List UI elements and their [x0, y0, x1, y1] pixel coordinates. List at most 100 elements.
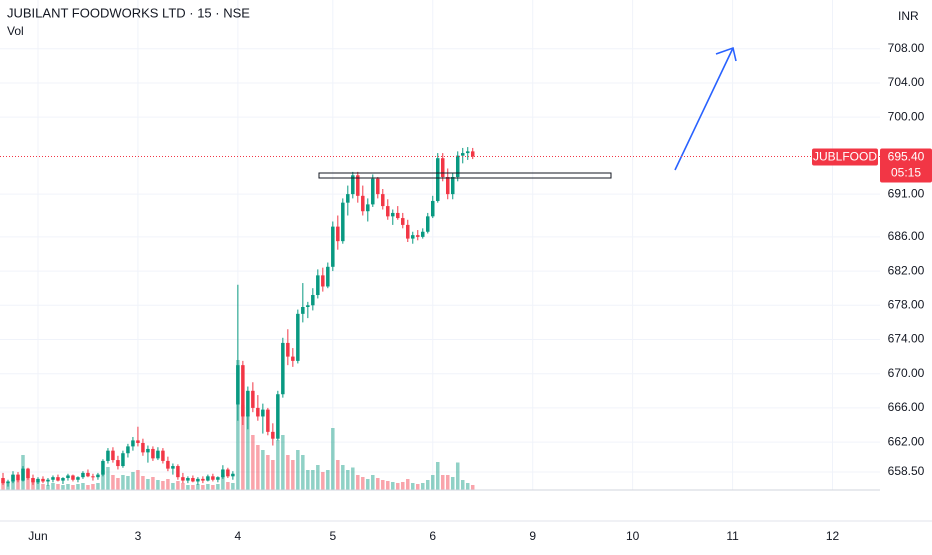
candle-body [166, 460, 170, 469]
volume-bar [36, 482, 40, 490]
volume-bar [286, 455, 290, 490]
y-tick-label: 666.00 [888, 400, 925, 414]
volume-bar [241, 405, 245, 490]
candle-body [46, 479, 50, 482]
volume-bar [396, 483, 400, 490]
candle-body [56, 477, 60, 481]
candle-body [231, 473, 235, 477]
candle-body [406, 224, 410, 239]
volume-bar [141, 476, 145, 490]
y-tick-label: 670.00 [888, 366, 925, 380]
candle-body [436, 158, 440, 201]
candle-body [266, 409, 270, 432]
volume-bar [236, 360, 240, 490]
candle-body [71, 475, 75, 480]
candle-body [111, 450, 115, 461]
candle-body [455, 155, 460, 178]
candle-body [216, 477, 220, 480]
volume-bar [76, 484, 80, 490]
candle-body [236, 365, 240, 405]
volume-bar [231, 483, 235, 490]
candle-body [391, 212, 395, 217]
volume-bar [86, 485, 90, 490]
x-tick-label: Jun [28, 529, 47, 543]
volume-bar [406, 479, 410, 490]
x-tick-label: 10 [626, 529, 640, 543]
volume-bar [301, 455, 305, 490]
volume-bar [26, 470, 30, 490]
candle-body [321, 275, 325, 287]
volume-bar [156, 480, 160, 490]
volume-bar [460, 480, 465, 490]
volume-bar [216, 484, 220, 490]
candle-body [396, 212, 400, 219]
candle-body [161, 450, 165, 461]
volume-bar [470, 485, 475, 490]
overlay: 708.00 704.00 700.00 691.00 686.00 682.00 678.… [0, 41, 932, 543]
candle-body [1, 478, 5, 484]
volume-bar [41, 484, 45, 490]
candle-body [211, 476, 215, 480]
grid [0, 0, 880, 490]
volume-bar [431, 475, 435, 490]
candle-body [51, 477, 55, 480]
candle-body [426, 216, 430, 232]
candle-body [421, 231, 425, 237]
candle-body [296, 313, 300, 361]
candle-body [36, 478, 40, 483]
candle-body [361, 195, 365, 212]
volume-bar [221, 475, 225, 490]
volume-bar [316, 465, 320, 490]
x-tick-label: 11 [726, 529, 739, 543]
candle-body [445, 177, 450, 195]
volume-bar [326, 470, 330, 490]
volume-bar [261, 450, 265, 490]
volume-bar [136, 470, 140, 490]
candle-body [141, 442, 145, 453]
candle-body [136, 440, 140, 443]
candle-body [246, 390, 250, 417]
x-tick-label: 6 [429, 529, 436, 543]
volume-bar [391, 482, 395, 490]
candle-body [191, 478, 195, 482]
volume-bar [445, 475, 450, 490]
volume-bar [116, 478, 120, 490]
volume-bar [61, 485, 65, 490]
candle-body [336, 226, 340, 242]
candle-body [156, 450, 160, 459]
volume-bar [186, 485, 190, 490]
candle-body [460, 153, 465, 156]
volume-bar [416, 484, 420, 490]
candle-body [450, 177, 455, 195]
volume-bar [46, 485, 50, 490]
candle-body [16, 474, 20, 481]
candle-body [401, 218, 405, 225]
volume-bar [440, 475, 445, 490]
drawing-rectangle [318, 172, 612, 179]
y-tick-label: 686.00 [888, 229, 925, 243]
candle-body [121, 453, 125, 467]
x-tick-label: 5 [329, 529, 336, 543]
y-tick-label: 704.00 [888, 75, 925, 89]
candle-body [41, 478, 45, 482]
volume-bar [356, 475, 360, 490]
candle-body [151, 448, 155, 459]
volume-bar [181, 483, 185, 490]
candle-body [11, 474, 15, 482]
volume-bar [346, 470, 350, 490]
volume-bar [51, 483, 55, 490]
last-price-label: 695.40 [888, 150, 925, 164]
candle-body [331, 226, 335, 267]
candle-body [61, 478, 65, 481]
volume-bar [191, 485, 195, 490]
volume-bar [1, 480, 5, 490]
volume-bar [171, 483, 175, 490]
candle-body [416, 235, 420, 237]
candle-body [326, 266, 330, 287]
volume-bar [196, 484, 200, 490]
volume-bar [421, 483, 425, 490]
volume-bar [361, 477, 365, 490]
candle-body [371, 178, 375, 205]
title: JUBILANT FOODWORKS LTD · 15 · NSE [7, 5, 250, 20]
candle-body [281, 342, 285, 395]
